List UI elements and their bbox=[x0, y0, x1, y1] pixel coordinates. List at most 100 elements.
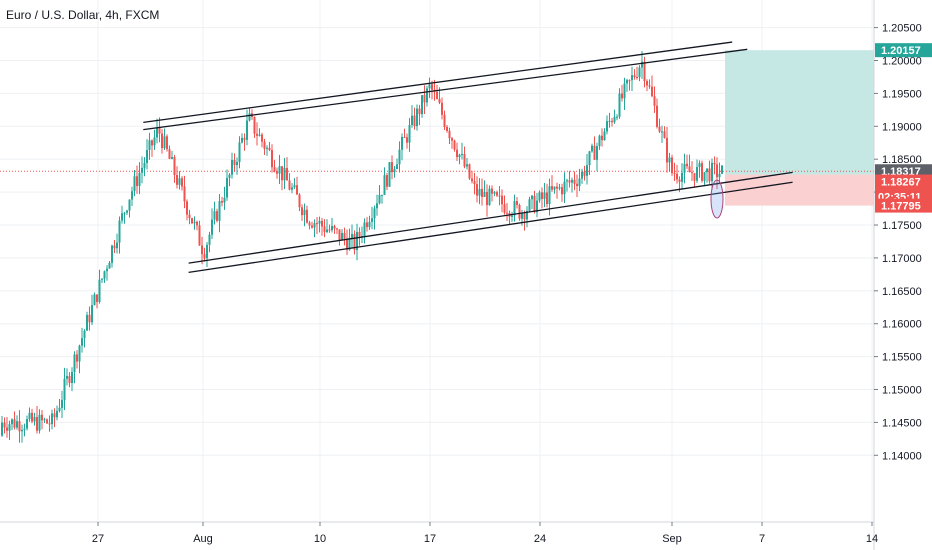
candle-body bbox=[346, 238, 348, 250]
candle-body bbox=[6, 427, 8, 431]
stop-price-tag-label: 1.17795 bbox=[881, 201, 921, 213]
candle-body bbox=[43, 419, 46, 421]
entry-price-label: 1.18267 bbox=[881, 177, 921, 189]
candle-body bbox=[623, 83, 626, 99]
candle bbox=[193, 216, 196, 230]
candle bbox=[496, 190, 498, 197]
candle bbox=[513, 194, 516, 222]
candle bbox=[96, 294, 98, 309]
chart-title: Euro / U.S. Dollar, 4h, FXCM bbox=[6, 8, 160, 22]
candle bbox=[168, 145, 171, 160]
candle-body bbox=[601, 135, 603, 141]
candle bbox=[51, 409, 53, 430]
candle bbox=[588, 150, 591, 176]
candle-body bbox=[146, 149, 148, 164]
candle bbox=[681, 163, 683, 189]
candle-body bbox=[398, 149, 401, 165]
candle bbox=[301, 204, 303, 221]
candle bbox=[333, 224, 336, 234]
candle bbox=[706, 168, 708, 183]
candle-body bbox=[166, 136, 168, 150]
price-tick-label: 1.19500 bbox=[882, 88, 922, 100]
candle bbox=[668, 152, 671, 172]
candle bbox=[331, 217, 333, 233]
target-price-tag-bg bbox=[875, 43, 932, 58]
candle bbox=[158, 117, 161, 143]
candle-body bbox=[71, 371, 73, 383]
candle-body bbox=[293, 185, 296, 188]
candle-body bbox=[668, 157, 671, 163]
candle bbox=[531, 194, 533, 210]
candle bbox=[46, 418, 48, 424]
candle bbox=[576, 174, 578, 198]
candle-body bbox=[236, 162, 238, 166]
candle-body bbox=[226, 177, 228, 198]
candle bbox=[143, 157, 146, 177]
candle-body bbox=[353, 233, 356, 250]
candle bbox=[188, 209, 191, 225]
candle-body bbox=[593, 145, 596, 160]
candle bbox=[608, 112, 611, 128]
candle-body bbox=[213, 211, 216, 220]
candle-body bbox=[16, 421, 18, 428]
candle-body bbox=[613, 116, 616, 123]
candle-body bbox=[313, 223, 316, 228]
candle bbox=[503, 195, 506, 215]
candle bbox=[693, 173, 696, 188]
candle bbox=[458, 153, 461, 165]
candle bbox=[418, 104, 421, 126]
candle-body bbox=[553, 186, 556, 190]
candle bbox=[603, 128, 606, 141]
candle-body bbox=[383, 175, 386, 195]
candle-body bbox=[158, 127, 161, 134]
candle bbox=[508, 210, 511, 225]
candle-body bbox=[648, 85, 651, 87]
price-tick-label: 1.20500 bbox=[882, 23, 922, 35]
candle bbox=[443, 110, 446, 130]
candle-body bbox=[621, 93, 623, 99]
candle bbox=[216, 208, 218, 223]
candle bbox=[498, 185, 501, 206]
candle-body bbox=[436, 91, 438, 99]
candle bbox=[473, 172, 476, 195]
candle-body bbox=[711, 162, 713, 182]
candle bbox=[198, 220, 201, 246]
candle bbox=[1, 415, 3, 437]
candle-body bbox=[536, 200, 538, 213]
candle-body bbox=[83, 330, 86, 339]
candle bbox=[233, 153, 236, 172]
channel-upper-line-2 bbox=[143, 48, 748, 131]
candle bbox=[431, 80, 433, 100]
candle bbox=[506, 203, 508, 221]
candle bbox=[488, 185, 491, 206]
candle-body bbox=[468, 164, 471, 179]
candle bbox=[721, 165, 723, 175]
candle bbox=[518, 203, 521, 221]
candle-body bbox=[73, 354, 76, 372]
candle bbox=[436, 84, 438, 100]
candle bbox=[578, 168, 581, 192]
candle-body bbox=[563, 181, 566, 195]
candle bbox=[136, 165, 138, 194]
candle-body bbox=[256, 133, 258, 136]
candle bbox=[493, 190, 496, 197]
candle-body bbox=[513, 201, 516, 216]
candle bbox=[66, 368, 68, 386]
candle-body bbox=[303, 209, 306, 216]
candle bbox=[156, 118, 158, 144]
candle bbox=[543, 183, 546, 208]
candle bbox=[623, 77, 626, 110]
candle bbox=[56, 405, 58, 421]
candle bbox=[653, 86, 656, 113]
candle-body bbox=[693, 173, 696, 181]
price-tick-label: 1.16000 bbox=[882, 319, 922, 331]
time-tick-label: 17 bbox=[424, 533, 436, 545]
candle bbox=[463, 146, 466, 169]
candle bbox=[523, 210, 526, 231]
candle-body bbox=[671, 157, 673, 174]
candle bbox=[486, 184, 488, 217]
candle bbox=[358, 227, 361, 246]
candle-body bbox=[46, 419, 48, 424]
candle-body bbox=[153, 137, 156, 146]
